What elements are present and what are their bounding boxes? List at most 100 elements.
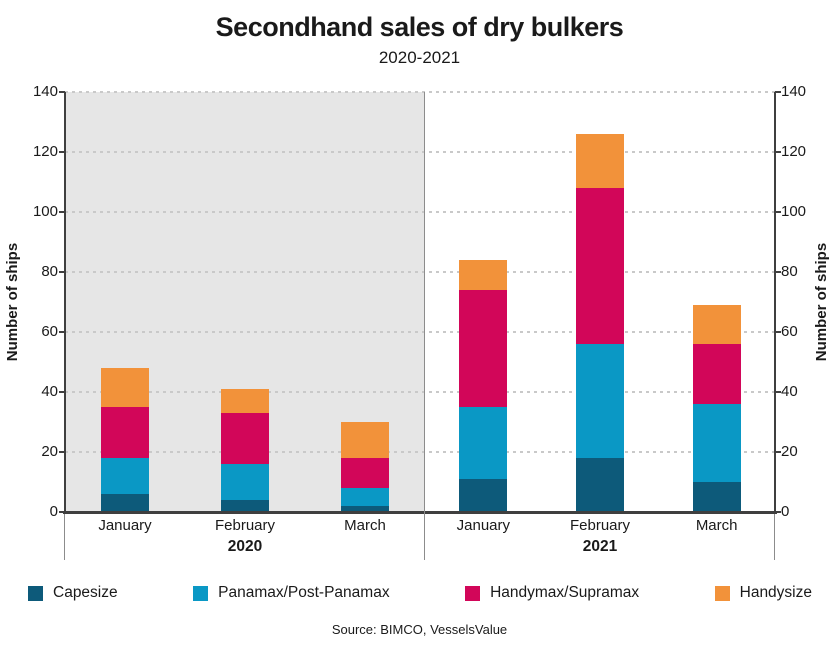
year-label-2021: 2021 <box>582 538 618 555</box>
left-ytick-label-80: 80 <box>41 263 58 280</box>
segment-handymax-supramax-february-2020 <box>221 413 269 464</box>
gridline-60 <box>65 331 775 333</box>
right-tick-mark-20 <box>775 451 781 453</box>
right-ytick-label-0: 0 <box>781 503 790 520</box>
x-axis-line <box>63 511 777 514</box>
segment-handymax-supramax-march-2020 <box>341 458 389 488</box>
segment-handysize-january-2020 <box>101 368 149 407</box>
legend-swatch-capesize <box>28 585 43 601</box>
segment-handymax-supramax-february-2021 <box>576 188 624 344</box>
chart-title: Secondhand sales of dry bulkers <box>215 12 624 42</box>
gridline-20 <box>65 451 775 453</box>
right-tick-mark-120 <box>775 151 781 153</box>
left-y-axis-line <box>64 92 66 514</box>
gridline-140 <box>65 91 775 93</box>
xtick-label-february-2021: February <box>569 517 631 534</box>
xtick-label-february-2020: February <box>214 517 276 534</box>
bar-march-2021 <box>692 305 741 512</box>
segment-capesize-march-2020 <box>341 506 389 512</box>
left-ytick-label-120: 120 <box>32 143 58 160</box>
segment-handymax-supramax-january-2021 <box>459 290 508 407</box>
plot-area <box>65 91 775 512</box>
legend-swatch-panamax-post-panamax <box>193 585 209 601</box>
xtick-label-january-2021: January <box>456 517 511 534</box>
chart-subtitle: 2020-2021 <box>378 48 461 67</box>
gridline-40 <box>65 391 775 393</box>
bar-january-2021 <box>459 260 508 512</box>
right-tick-mark-140 <box>775 91 781 93</box>
bar-march-2020 <box>341 422 389 512</box>
x-axis-right-separator <box>774 514 775 560</box>
segment-handysize-february-2021 <box>576 134 624 188</box>
left-ytick-label-60: 60 <box>41 323 58 340</box>
left-tick-mark-0 <box>59 511 65 513</box>
segment-capesize-march-2021 <box>692 482 741 512</box>
bar-february-2020 <box>221 389 269 512</box>
segment-handysize-january-2021 <box>459 260 508 290</box>
segment-panamax-post-panamax-march-2020 <box>341 488 389 506</box>
right-ytick-label-100: 100 <box>781 203 807 220</box>
segment-capesize-january-2020 <box>101 494 149 512</box>
gridline-80 <box>65 271 775 273</box>
xtick-label-march-2021: March <box>695 517 738 534</box>
legend-label-handymax-supramax: Handymax/Supramax <box>490 584 640 601</box>
legend: Capesize Panamax/Post-Panamax Handymax/Sup… <box>28 584 812 602</box>
segment-handymax-supramax-march-2021 <box>692 344 741 404</box>
right-ytick-label-140: 140 <box>781 83 807 100</box>
right-ytick-label-20: 20 <box>781 443 798 460</box>
right-y-axis-line <box>774 92 776 514</box>
y-axis-title-right: Number of ships <box>813 242 830 362</box>
segment-panamax-post-panamax-february-2021 <box>576 344 624 458</box>
left-ytick-label-20: 20 <box>41 443 58 460</box>
xtick-label-january-2020: January <box>98 517 152 534</box>
right-ytick-label-40: 40 <box>781 383 798 400</box>
segment-panamax-post-panamax-february-2020 <box>221 464 269 500</box>
left-tick-mark-60 <box>59 331 65 333</box>
x-axis-left-separator <box>64 514 65 560</box>
segment-capesize-february-2020 <box>221 500 269 512</box>
legend-label-handysize: Handysize <box>739 584 812 601</box>
left-ytick-label-0: 0 <box>49 503 58 520</box>
right-tick-mark-0 <box>775 511 781 513</box>
left-tick-mark-120 <box>59 151 65 153</box>
segment-handymax-supramax-january-2020 <box>101 407 149 458</box>
segment-panamax-post-panamax-march-2021 <box>692 404 741 482</box>
bar-january-2020 <box>101 368 149 512</box>
legend-swatch-handymax-supramax <box>465 585 481 601</box>
gridline-120 <box>65 151 775 153</box>
segment-panamax-post-panamax-january-2020 <box>101 458 149 494</box>
left-tick-mark-140 <box>59 91 65 93</box>
year-group-divider <box>424 92 425 560</box>
segment-capesize-february-2021 <box>576 458 624 512</box>
legend-item-handymax-supramax: Handymax/Supramax <box>465 584 639 602</box>
left-ytick-label-100: 100 <box>32 203 58 220</box>
segment-capesize-january-2021 <box>459 479 508 512</box>
right-tick-mark-80 <box>775 271 781 273</box>
right-tick-mark-60 <box>775 331 781 333</box>
right-ytick-label-60: 60 <box>781 323 798 340</box>
legend-item-panamax-post-panamax: Panamax/Post-Panamax <box>193 584 390 602</box>
right-ytick-label-80: 80 <box>781 263 798 280</box>
left-tick-mark-40 <box>59 391 65 393</box>
left-ytick-label-140: 140 <box>32 83 58 100</box>
left-tick-mark-20 <box>59 451 65 453</box>
right-tick-mark-100 <box>775 211 781 213</box>
segment-handysize-march-2020 <box>341 422 389 458</box>
left-tick-mark-80 <box>59 271 65 273</box>
legend-item-capesize: Capesize <box>28 584 118 602</box>
left-tick-mark-100 <box>59 211 65 213</box>
year-label-2020: 2020 <box>227 538 263 555</box>
bar-february-2021 <box>576 134 624 512</box>
legend-label-capesize: Capesize <box>53 584 118 601</box>
segment-panamax-post-panamax-january-2021 <box>459 407 508 479</box>
segment-handysize-march-2021 <box>692 305 741 344</box>
left-ytick-label-40: 40 <box>41 383 58 400</box>
segment-handysize-february-2020 <box>221 389 269 413</box>
right-ytick-label-120: 120 <box>781 143 807 160</box>
legend-item-handysize: Handysize <box>714 584 812 602</box>
source-note: Source: BIMCO, VesselsValue <box>331 622 508 637</box>
xtick-label-march-2020: March <box>344 517 386 534</box>
gridline-100 <box>65 211 775 213</box>
right-tick-mark-40 <box>775 391 781 393</box>
